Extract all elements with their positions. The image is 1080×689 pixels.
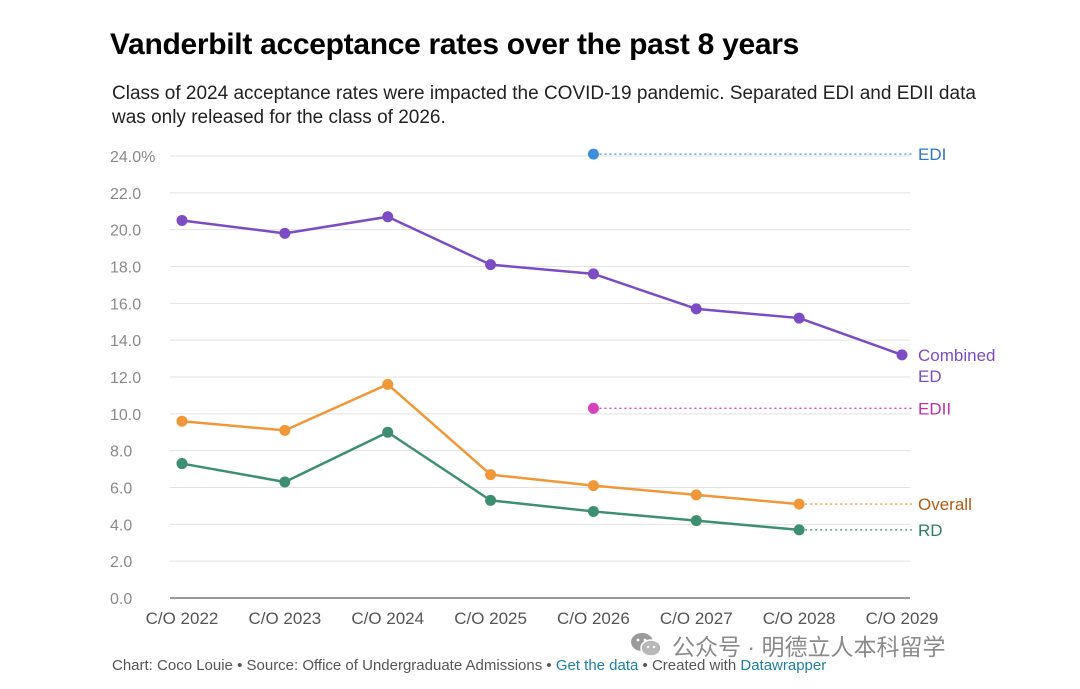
x-axis: C/O 2022 C/O 2023 C/O 2024 C/O 2025 C/O 2026…: [146, 609, 939, 628]
y-tick-label: 16.0: [110, 296, 141, 313]
data-point-combined-ed: [176, 214, 188, 226]
data-point-rd: [587, 505, 599, 517]
y-tick-label: 18.0: [110, 260, 141, 277]
data-point-combined-ed: [896, 349, 908, 361]
x-tick-label: C/O 2022: [146, 609, 219, 628]
gridlines: [170, 155, 910, 599]
series-labels: Combined ED Overall RD EDI EDII: [918, 145, 996, 540]
x-tick-label: C/O 2028: [763, 609, 836, 628]
y-tick-label: 4.0: [110, 517, 132, 534]
data-point-edi: [587, 148, 599, 160]
y-tick-label: 14.0: [110, 333, 141, 350]
data-point-combined-ed: [279, 227, 291, 239]
footer-separator: •: [638, 657, 652, 674]
chart-subtitle: Class of 2024 acceptance rates were impa…: [112, 83, 976, 128]
series-label-edii: EDII: [918, 399, 951, 418]
series-line-combined-ed: [181, 215, 903, 357]
series-line-overall: [181, 383, 800, 506]
y-tick-label: 0.0: [110, 591, 132, 608]
x-tick-label: C/O 2026: [557, 609, 630, 628]
data-point-overall: [176, 415, 188, 427]
y-tick-label: 2.0: [110, 554, 132, 571]
x-tick-label: C/O 2023: [248, 609, 321, 628]
chart-credit: Chart: Coco Louie: [112, 657, 233, 674]
x-tick-label: C/O 2027: [660, 609, 733, 628]
y-tick-label: 8.0: [110, 444, 132, 461]
series-lines: [181, 153, 912, 532]
footer-separator: •: [232, 657, 247, 674]
data-point-rd: [793, 524, 805, 536]
y-tick-label: 6.0: [110, 481, 132, 498]
series-label-combined-ed: ED: [918, 367, 942, 386]
x-tick-label: C/O 2029: [866, 609, 939, 628]
watermark-text: 公众号 · 明德立人本科留学: [672, 634, 946, 660]
datawrapper-link[interactable]: Datawrapper: [740, 657, 827, 674]
data-point-combined-ed: [690, 303, 702, 315]
data-point-overall: [279, 424, 291, 436]
data-point-combined-ed: [485, 259, 497, 271]
data-point-overall: [485, 469, 497, 481]
wechat-icon: [631, 633, 662, 657]
data-point-rd: [690, 515, 702, 527]
chart-footer: Chart: Coco Louie • Source: Office of Un…: [112, 657, 826, 674]
get-data-link[interactable]: Get the data: [555, 657, 639, 674]
data-point-combined-ed: [587, 268, 599, 280]
watermark: 公众号 · 明德立人本科留学: [630, 628, 945, 662]
y-tick-label: 24.0%: [110, 149, 155, 166]
data-point-combined-ed: [793, 312, 805, 324]
series-label-rd: RD: [918, 521, 943, 540]
data-point-rd: [485, 494, 497, 506]
chart-source: Source: Office of Undergraduate Admissio…: [246, 657, 543, 674]
data-point-combined-ed: [382, 211, 394, 223]
data-point-overall: [382, 378, 394, 390]
x-tick-label: C/O 2025: [454, 609, 527, 628]
chart-title: Vanderbilt acceptance rates over the pas…: [110, 28, 799, 61]
y-tick-label: 22.0: [110, 186, 141, 203]
data-point-rd: [382, 426, 394, 438]
data-point-edii: [587, 402, 599, 414]
data-point-rd: [176, 458, 188, 470]
y-tick-label: 12.0: [110, 370, 141, 387]
series-points: [176, 148, 908, 536]
series-label-combined-ed: Combined: [918, 346, 996, 365]
data-point-overall: [587, 480, 599, 492]
data-point-overall: [690, 489, 702, 501]
series-label-edi: EDI: [918, 145, 946, 164]
x-tick-label: C/O 2024: [351, 609, 424, 628]
series-label-overall: Overall: [918, 495, 972, 514]
series-line-rd: [181, 431, 800, 532]
data-point-overall: [793, 498, 805, 510]
y-axis: 0.0 2.0 4.0 6.0 8.0 10.0 12.0 14.0 16.0 18.0 20.0 2…: [110, 149, 155, 608]
y-tick-label: 10.0: [110, 407, 141, 424]
created-with-text: Created with: [651, 657, 737, 674]
data-point-rd: [279, 476, 291, 488]
footer-separator: •: [542, 657, 556, 674]
y-tick-label: 20.0: [110, 223, 141, 240]
